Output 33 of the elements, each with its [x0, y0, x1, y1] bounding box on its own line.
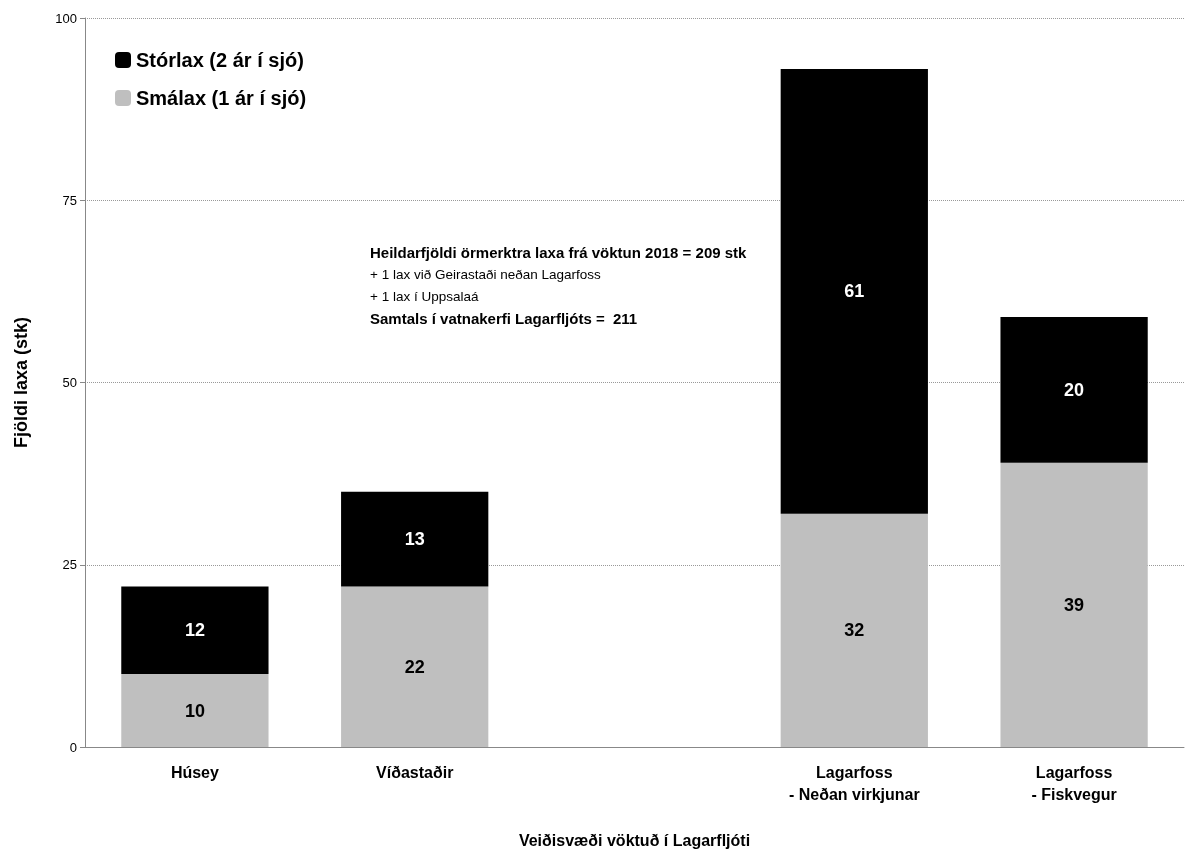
bar: [341, 586, 489, 747]
y-tick-label: 100: [55, 10, 77, 26]
bar: [1000, 462, 1148, 747]
data-label: 13: [404, 529, 425, 550]
bar: [121, 586, 269, 675]
x-tick-label: Víðastaðir: [376, 763, 454, 781]
x-tick-label: Húsey: [170, 763, 220, 781]
annotation: + 1 lax við Geirastaði neðan Lagarfoss: [370, 266, 602, 282]
data-label: 22: [404, 656, 425, 677]
bar: [121, 674, 269, 747]
annotation: Samtals í vatnakerfi Lagarfljóts = 211: [370, 310, 638, 327]
legend-label: Stórlax (2 ár í sjó): [136, 49, 304, 71]
data-label: 39: [1064, 594, 1085, 615]
x-axis-title: Veiðisvæði vöktuð í Lagarfljóti: [518, 831, 751, 849]
x-tick-label: Lagarfoss - Neðan virkjunar: [788, 763, 920, 803]
legend-label: Smálax (1 ár í sjó): [136, 87, 307, 109]
annotation: Heildarfjöldi örmerktra laxa frá vöktun 2018 = 209 stk: [370, 244, 748, 261]
data-label: 12: [184, 620, 205, 641]
y-tick-label: 25: [62, 557, 77, 573]
x-tick-label: Lagarfoss - Fiskvegur: [1031, 763, 1117, 803]
data-label: 61: [844, 281, 865, 302]
bar: [341, 491, 489, 587]
annotation: + 1 lax í Uppsalaá: [370, 288, 479, 304]
y-tick-label: 75: [62, 192, 77, 208]
y-axis-title: Fjöldi laxa (stk): [11, 316, 31, 449]
data-label: 20: [1064, 379, 1085, 400]
y-tick-label: 0: [69, 739, 77, 755]
y-tick-label: 50: [62, 375, 77, 390]
bar: [780, 513, 928, 747]
data-label: 10: [184, 700, 205, 721]
bar: [780, 69, 928, 514]
data-label: 32: [844, 620, 865, 641]
bar: [1000, 316, 1148, 463]
